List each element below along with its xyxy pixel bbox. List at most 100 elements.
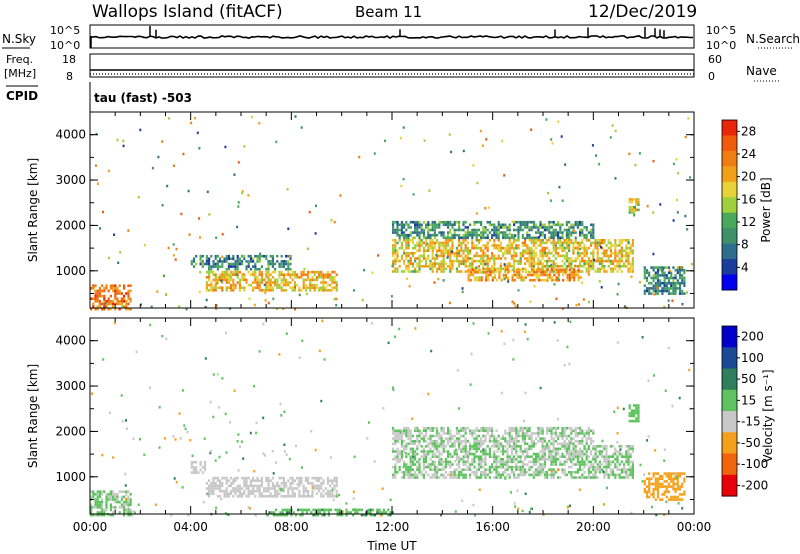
echo-cell [506,265,509,268]
echo-cell [556,417,559,421]
echo-cell [541,463,544,466]
echo-cell [524,223,527,227]
echo-cell [454,510,457,513]
echo-cell [431,246,434,250]
echo-cell [573,271,576,274]
echo-cell [436,429,439,433]
echo-cell [458,236,461,240]
echo-cell [260,276,263,279]
echo-cell [672,279,675,282]
echo-cell [541,246,544,250]
echo-cell [254,479,257,482]
echo-cell [236,265,239,268]
echo-cell [98,513,101,516]
echo-cell [458,252,461,255]
echo-cell [287,273,290,276]
echo-cell [444,252,447,255]
echo-cell [473,439,476,443]
echo-cell [433,231,436,234]
echo-cell [329,456,332,459]
echo-cell [302,492,305,495]
echo-cell [547,191,549,195]
echo-cell [245,482,248,485]
echo-cell [326,276,329,279]
echo-cell [274,495,277,498]
echo-cell [436,226,439,229]
echo-cell [210,484,213,488]
echo-cell [441,468,444,471]
echo-cell [175,247,178,251]
echo-cell [656,480,660,483]
echo-cell [458,265,461,268]
echo-cell [302,281,305,284]
echo-cell [392,252,395,255]
echo-cell [411,442,414,446]
nave-tick-bottom: 0 [708,70,715,83]
echo-cell [517,244,520,247]
echo-cell [661,498,664,501]
echo-cell [473,442,476,446]
echo-cell [524,455,527,458]
echo-cell [285,332,288,335]
echo-cell [392,249,395,252]
echo-cell [475,233,478,237]
echo-cell [114,321,116,325]
echo-cell [205,487,208,490]
echo-cell [331,487,334,490]
echo-cell [674,498,677,501]
echo-cell [510,460,513,464]
echo-cell [484,439,487,443]
echo-cell [537,273,541,277]
echo-cell [665,480,668,483]
echo-cell [488,220,491,224]
echo-cell [652,474,655,478]
echo-cell [287,281,290,284]
echo-cell [221,260,224,263]
echo-cell [654,487,657,491]
echo-cell [502,463,505,466]
echo-cell [672,480,675,483]
echo-cell [524,434,527,438]
echo-cell [232,487,235,490]
echo-cell [486,429,489,433]
echo-cell [656,487,660,491]
echo-cell [539,223,542,227]
echo-cell [127,508,130,512]
echo-cell [185,307,188,311]
echo-cell [475,447,478,451]
echo-cell [433,236,436,240]
echo-cell [168,117,171,120]
echo-cell [387,508,390,512]
echo-cell [637,200,640,204]
echo-cell [369,511,372,514]
echo-cell [495,445,498,448]
echo-cell [214,484,217,488]
echo-cell [524,276,527,279]
echo-cell [623,455,626,458]
echo-cell [278,270,281,274]
echo-cell [661,268,664,272]
echo-cell [379,514,382,517]
echo-cell [449,252,452,255]
echo-cell [216,265,219,268]
echo-cell [539,439,542,443]
echo-cell [125,490,128,493]
echo-cell [453,452,456,456]
echo-cell [557,437,560,440]
echo-cell [557,278,560,282]
echo-cell [579,463,582,466]
echo-cell [478,276,481,279]
echo-cell [335,289,338,292]
echo-cell [249,489,252,493]
echo-cell [166,184,169,188]
echo-cell [545,118,548,121]
echo-cell [515,239,518,242]
echo-cell [484,236,487,240]
echo-cell [631,262,634,265]
echo-cell [243,489,246,493]
echo-cell [356,508,359,512]
echo-cell [269,273,272,276]
echo-cell [267,262,270,266]
echo-cell [116,493,119,496]
echo-cell [265,476,268,480]
